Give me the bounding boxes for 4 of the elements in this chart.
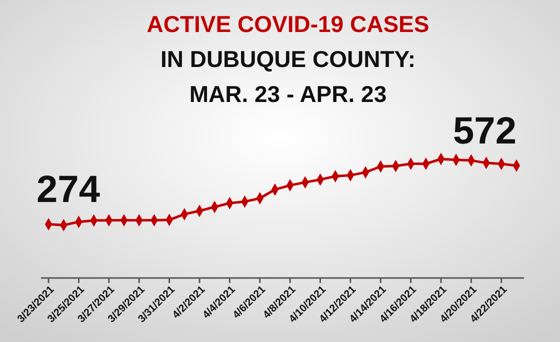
chart-subtitle: IN DUBUQUE COUNTY: MAR. 23 - APR. 23 (160, 46, 416, 107)
annotation: 572 (453, 110, 516, 153)
chart-title: ACTIVE COVID-19 CASES (146, 11, 430, 37)
annotation: 274 (36, 169, 100, 212)
